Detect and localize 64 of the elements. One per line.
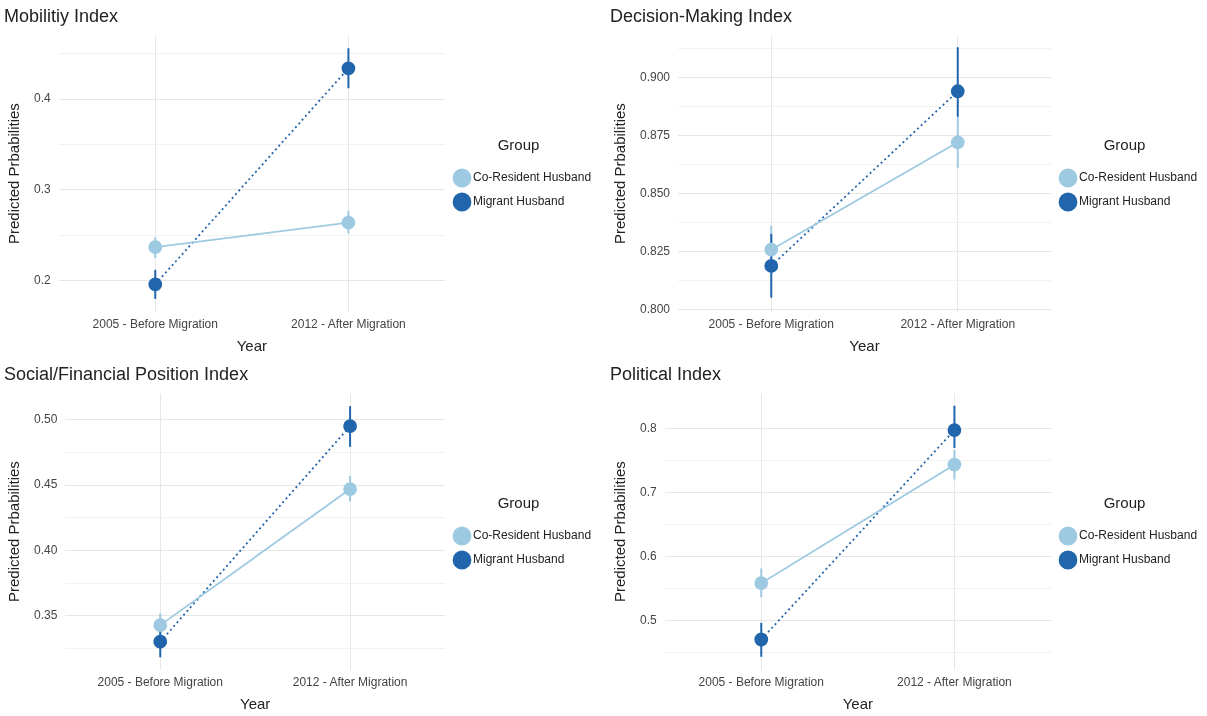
legend-title: Group bbox=[1103, 135, 1146, 153]
point bbox=[764, 259, 779, 273]
x-axis-title: Year bbox=[849, 337, 880, 355]
y-axis-title: Predicted Prbabilities bbox=[5, 461, 23, 603]
x-axis-title: Year bbox=[236, 337, 267, 355]
x-tick-label: 2012 - After Migration bbox=[897, 675, 1012, 690]
chart-title: Mobilitiy Index bbox=[4, 5, 119, 26]
point bbox=[341, 215, 356, 230]
y-tick-label: 0.4 bbox=[33, 91, 51, 106]
y-tick-label: 0.800 bbox=[640, 301, 671, 316]
point bbox=[343, 482, 357, 496]
point bbox=[950, 84, 965, 99]
legend-title: Group bbox=[497, 135, 540, 153]
legend-title: Group bbox=[1103, 493, 1146, 511]
y-tick-label: 0.5 bbox=[639, 613, 657, 628]
x-tick-label: 2012 - After Migration bbox=[291, 317, 406, 332]
legend-label: Migrant Husband bbox=[1079, 194, 1171, 209]
y-tick-label: 0.3 bbox=[33, 182, 51, 197]
point bbox=[148, 240, 163, 255]
y-tick-label: 0.825 bbox=[640, 243, 671, 258]
legend-label: Migrant Husband bbox=[473, 552, 565, 567]
point bbox=[153, 618, 168, 633]
x-tick-label: 2005 - Before Migration bbox=[97, 675, 223, 690]
point bbox=[764, 242, 779, 257]
y-axis-title: Predicted Prbabilities bbox=[611, 461, 629, 603]
point bbox=[947, 423, 962, 437]
x-axis-title: Year bbox=[842, 695, 873, 713]
legend-label: Co-Resident Husband bbox=[473, 170, 592, 185]
chart-title: Decision-Making Index bbox=[610, 5, 793, 26]
point bbox=[153, 634, 168, 649]
y-axis-title: Predicted Prbabilities bbox=[5, 103, 23, 245]
legend-label: Migrant Husband bbox=[473, 194, 565, 209]
y-tick-label: 0.900 bbox=[640, 69, 671, 84]
legend-label: Migrant Husband bbox=[1079, 552, 1171, 567]
point bbox=[343, 419, 357, 433]
point bbox=[754, 576, 769, 591]
y-tick-label: 0.35 bbox=[34, 608, 58, 623]
y-tick-label: 0.850 bbox=[640, 185, 671, 200]
chart-title: Political Index bbox=[610, 363, 722, 384]
y-tick-label: 0.40 bbox=[34, 542, 58, 557]
y-axis-title: Predicted Prbabilities bbox=[611, 103, 629, 245]
point bbox=[950, 135, 965, 150]
y-tick-label: 0.6 bbox=[639, 549, 657, 564]
legend-label: Co-Resident Husband bbox=[1079, 170, 1198, 185]
point bbox=[754, 632, 769, 647]
x-tick-label: 2012 - After Migration bbox=[292, 675, 408, 690]
legend-label: Co-Resident Husband bbox=[473, 528, 592, 543]
y-tick-label: 0.7 bbox=[639, 485, 657, 500]
x-tick-label: 2005 - Before Migration bbox=[92, 317, 218, 332]
y-tick-label: 0.8 bbox=[639, 421, 657, 436]
legend-label: Co-Resident Husband bbox=[1079, 528, 1198, 543]
chart-title: Social/Financial Position Index bbox=[4, 363, 249, 384]
y-tick-label: 0.45 bbox=[34, 477, 58, 492]
point bbox=[341, 61, 356, 76]
point bbox=[148, 277, 163, 292]
y-tick-label: 0.50 bbox=[34, 412, 58, 427]
x-tick-label: 2005 - Before Migration bbox=[698, 675, 824, 690]
y-tick-label: 0.875 bbox=[640, 127, 671, 142]
point bbox=[947, 457, 962, 472]
x-axis-title: Year bbox=[240, 695, 271, 713]
y-tick-label: 0.2 bbox=[33, 273, 51, 288]
legend-title: Group bbox=[497, 493, 540, 511]
x-tick-label: 2005 - Before Migration bbox=[708, 317, 834, 332]
x-tick-label: 2012 - After Migration bbox=[900, 317, 1016, 332]
